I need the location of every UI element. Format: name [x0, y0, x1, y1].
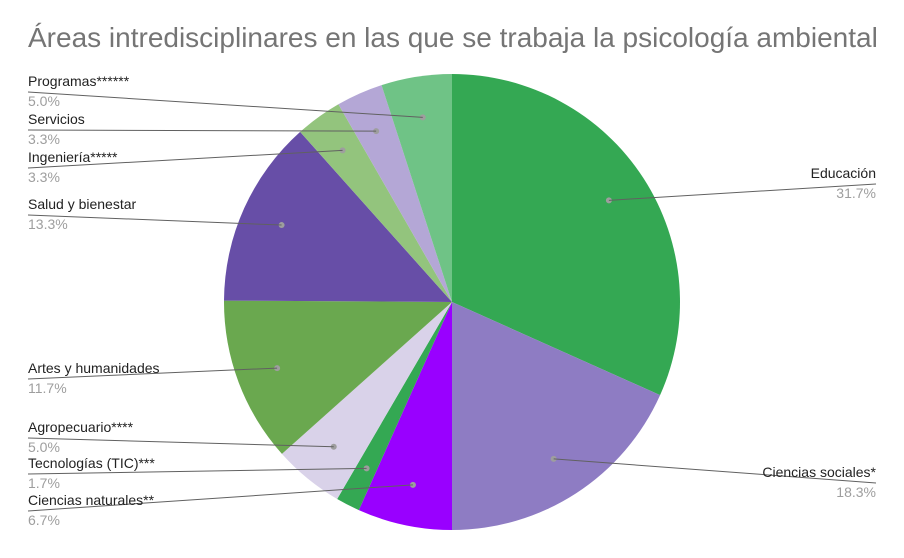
pie-slice — [452, 74, 680, 396]
slice-percentage: 6.7% — [28, 512, 60, 528]
leader-line — [553, 458, 877, 484]
slice-percentage: 5.0% — [28, 93, 60, 109]
leader-line — [27, 437, 334, 448]
slice-label: Ciencias sociales* — [762, 464, 876, 480]
slice-label: Salud y bienestar — [28, 196, 137, 212]
pie-slice — [224, 131, 452, 302]
slice-label: Artes y humanidades — [28, 360, 160, 376]
chart-title: Áreas intredisciplinares en las que se t… — [28, 22, 878, 53]
leader-lines — [27, 91, 877, 512]
leader-line — [608, 183, 877, 201]
leader-line — [27, 214, 282, 226]
pie-slice — [358, 302, 452, 530]
leader-line — [27, 367, 278, 380]
slice-percentage: 13.3% — [28, 216, 68, 232]
slice-percentage: 18.3% — [836, 484, 876, 500]
slice-percentage: 3.3% — [28, 131, 60, 147]
slice-percentage: 5.0% — [28, 439, 60, 455]
slice-label: Programas****** — [28, 73, 130, 89]
pie-slice — [381, 74, 452, 302]
pie-slice — [452, 302, 661, 530]
slice-label: Ciencias naturales** — [28, 492, 155, 508]
slice-percentage: 3.3% — [28, 169, 60, 185]
pie-slices — [223, 74, 680, 530]
pie-slice — [281, 302, 452, 499]
slice-percentage: 31.7% — [836, 185, 876, 201]
slice-percentage: 1.7% — [28, 475, 60, 491]
slice-label: Educación — [811, 165, 876, 181]
slice-label: Ingeniería***** — [28, 149, 118, 165]
slice-label: Servicios — [28, 111, 85, 127]
leader-line — [27, 129, 377, 132]
slice-label: Agropecuario**** — [28, 419, 134, 435]
slice-labels: Educación 31.7% Ciencias sociales* 18.3% Cie… — [28, 73, 877, 528]
pie-slice — [300, 104, 452, 302]
leader-line — [27, 467, 367, 475]
leader-line — [27, 91, 423, 118]
leader-line — [27, 484, 413, 512]
slice-label: Tecnologías (TIC)*** — [28, 455, 155, 471]
leader-line — [27, 149, 343, 169]
slice-percentage: 11.7% — [28, 380, 67, 396]
pie-slice — [337, 302, 452, 511]
pie-slice — [223, 300, 452, 454]
pie-slice — [338, 85, 452, 302]
